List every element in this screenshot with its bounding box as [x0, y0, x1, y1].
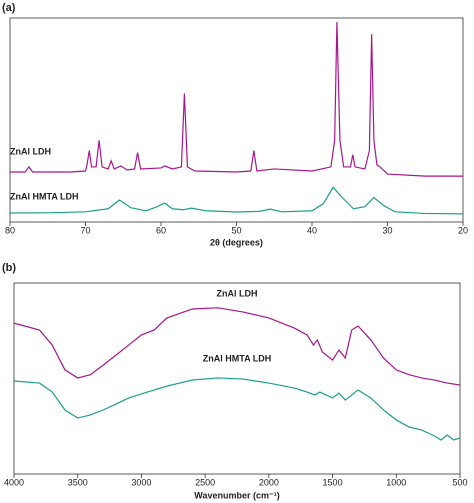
- panel-label: (a): [2, 2, 16, 14]
- x-tick-label: 20: [458, 225, 468, 235]
- x-tick-label: 500: [452, 477, 467, 487]
- x-tick-label: 2000: [259, 477, 279, 487]
- x-tick-label: 3500: [68, 477, 88, 487]
- x-tick-label: 60: [156, 225, 166, 235]
- panel-label: (b): [2, 262, 16, 274]
- x-tick-label: 40: [307, 225, 317, 235]
- x-tick-label: 2500: [195, 477, 215, 487]
- x-tick-label: 50: [231, 225, 241, 235]
- series-line: [10, 22, 463, 177]
- series-label: ZnAl LDH: [217, 288, 258, 298]
- x-tick-label: 80: [5, 225, 15, 235]
- x-tick-label: 1000: [386, 477, 406, 487]
- series-label: ZnAl HMTA LDH: [10, 191, 78, 201]
- x-tick-label: 3000: [131, 477, 151, 487]
- series-line: [13, 377, 461, 441]
- plot-frame: [13, 282, 461, 475]
- x-axis-label: Wavenumber (cm⁻¹): [194, 490, 279, 500]
- series-line: [13, 307, 461, 386]
- series-line: [9, 186, 464, 215]
- series-label: ZnAl LDH: [10, 146, 51, 156]
- x-tick-label: 1500: [323, 477, 343, 487]
- x-tick-label: 30: [382, 225, 392, 235]
- series-label: ZnAl HMTA LDH: [203, 353, 271, 363]
- x-tick-label: 4000: [4, 477, 24, 487]
- x-axis-label: 2θ (degrees): [210, 237, 263, 247]
- x-tick-label: 70: [80, 225, 90, 235]
